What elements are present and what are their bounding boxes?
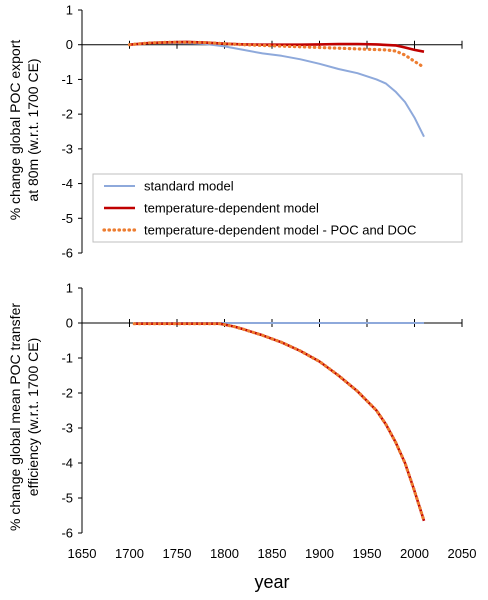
bottom-series-temperature-dependent-model <box>134 322 426 522</box>
top-y-tick-label: -4 <box>61 176 73 191</box>
bottom-series-temperature-dependent-model-poc-and-doc <box>132 322 426 523</box>
x-tick-label: 1900 <box>305 546 334 561</box>
top-y-tick-label: 1 <box>66 3 73 18</box>
top-series-standard-model <box>129 42 425 138</box>
bottom-y-tick-label: 0 <box>66 316 73 331</box>
legend-label: temperature-dependent model - POC and DO… <box>144 223 416 238</box>
bottom-y-tick-label: -3 <box>61 421 73 436</box>
x-tick-label: 1950 <box>353 546 382 561</box>
x-axis-title: year <box>254 572 289 592</box>
top-y-tick-label: -1 <box>61 72 73 87</box>
top-series-temperature-dependent-model-poc-and-doc <box>127 40 426 69</box>
x-tick-label: 2050 <box>448 546 477 561</box>
x-tick-label: 1700 <box>115 546 144 561</box>
bottom-y-tick-label: -2 <box>61 386 73 401</box>
bottom-y-tick-label: -5 <box>61 491 73 506</box>
x-tick-label: 2000 <box>400 546 429 561</box>
x-tick-label: 1850 <box>258 546 287 561</box>
top-y-tick-label: -5 <box>61 211 73 226</box>
x-tick-label: 1750 <box>163 546 192 561</box>
bottom-y-tick-label: 1 <box>66 281 73 296</box>
top-y-tick-label: -3 <box>61 141 73 156</box>
legend-label: temperature-dependent model <box>144 201 319 216</box>
top-y-axis-title-line2: at 80m (w.r.t. 1700 CE) <box>25 58 41 201</box>
top-panel: % change global POC export at 80m (w.r.t… <box>7 3 463 261</box>
top-y-tick-label: -6 <box>61 246 73 261</box>
bottom-y-tick-label: -1 <box>61 351 73 366</box>
bottom-y-tick-label: -4 <box>61 456 73 471</box>
x-tick-label: 1650 <box>68 546 97 561</box>
top-y-axis-title-line1: % change global POC export <box>7 40 23 221</box>
x-tick-label: 1800 <box>210 546 239 561</box>
top-y-tick-label: -2 <box>61 107 73 122</box>
bottom-y-tick-label: -6 <box>61 526 73 541</box>
legend-box <box>92 173 463 243</box>
bottom-y-axis-title-line2: efficiency (w.r.t. 1700 CE) <box>25 338 41 496</box>
legend-label: standard model <box>144 179 234 194</box>
legend: standard model temperature-dependent mode… <box>92 173 463 243</box>
bottom-panel: % change global mean POC transfer effici… <box>7 281 476 562</box>
bottom-y-axis-title-line1: % change global mean POC transfer <box>7 303 23 531</box>
top-y-tick-label: 0 <box>66 37 73 52</box>
